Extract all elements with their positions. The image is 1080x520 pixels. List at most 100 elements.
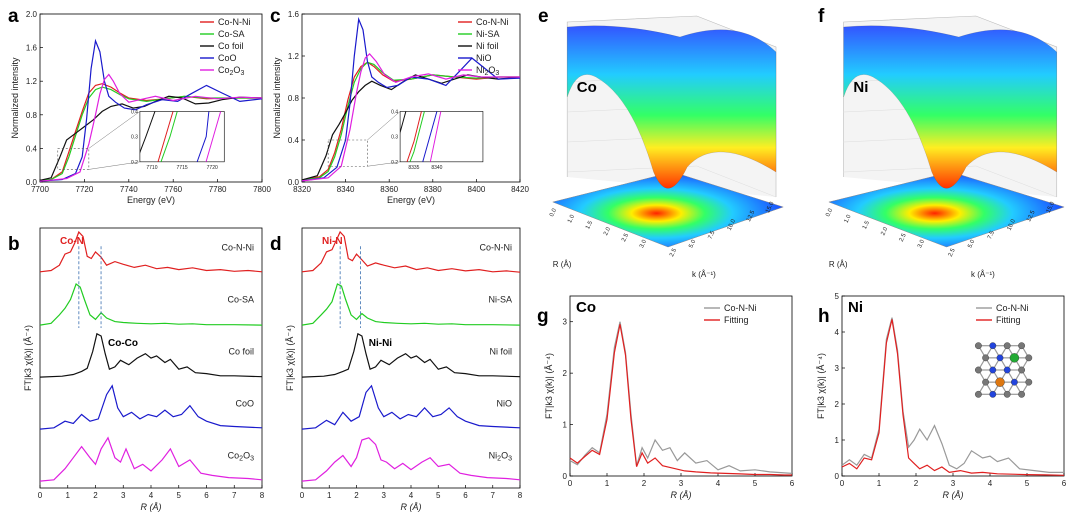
x-axis-label: Energy (eV) [127, 195, 175, 205]
y-tick-label: 0.0 [26, 178, 38, 187]
zoom-box [57, 148, 90, 170]
x-tick-label: 7720 [76, 185, 94, 194]
legend-label: Co2O3 [218, 65, 244, 77]
x-axis-label: Energy (eV) [387, 195, 435, 205]
panel-letter-a: a [8, 6, 19, 27]
x-tick-label: 8360 [380, 185, 398, 194]
x-tick-label: 7760 [164, 185, 182, 194]
series-line-CoO [39, 384, 263, 430]
plot-frame [841, 295, 1065, 477]
series-line-Co-SA [39, 283, 263, 326]
x-tick-label: 6 [790, 479, 795, 488]
k-tick-label: 5.0 [967, 238, 976, 249]
series-line-Ni2O3 [301, 53, 520, 182]
r-tick-label: 3.0 [917, 238, 926, 249]
legend-label: Co-N-Ni [218, 17, 251, 27]
series-line-Ni2O3 [301, 437, 521, 482]
x-tick-label: 5 [436, 491, 441, 500]
r-axis-label: R (Å) [829, 260, 848, 269]
y-tick-label: 3 [835, 364, 840, 373]
x-tick-label: 1 [327, 491, 332, 500]
x-axis-label: R (Å) [401, 502, 422, 512]
r-tick-label: 1.0 [567, 213, 576, 224]
k-tick-label: 2.5 [669, 247, 678, 258]
plot-frame [569, 295, 793, 477]
atom [1025, 378, 1033, 386]
atom [975, 342, 982, 350]
chart-a: 7700 7720 7740 7760 7780 7800 0.0 0.4 0.8 1.2 1.6 2… [10, 10, 271, 205]
chart-g: 0 1 2 3 4 5 6 0 1 2 3 R (Å) FT|k3 χ(k)| (Å⁻⁴) Co Co-N-… [544, 295, 795, 500]
x-tick-label: 6 [204, 491, 209, 500]
y-tick-label: 5 [835, 292, 840, 301]
legend-label: Co-N-Ni [476, 17, 509, 27]
r-tick-label: 1.5 [585, 220, 594, 231]
series-label: Ni2O3 [489, 451, 512, 463]
series-line-Co foil [39, 95, 263, 181]
series-line-Fitting [841, 319, 1065, 476]
atom [1025, 354, 1033, 362]
legend-label: Co-SA [218, 29, 245, 39]
zoom-connector [367, 111, 401, 141]
panel-letter-b: b [8, 234, 20, 255]
k-tick-label: 7.5 [987, 230, 996, 241]
peak-label: Ni-N [322, 236, 343, 247]
chart-c: 8320 8340 8360 8380 8400 8420 0.0 0.4 0.8 1.2 1.6 E… [272, 10, 529, 205]
inset-y-tick-label: 0.2 [391, 160, 398, 166]
y-tick-label: 1.6 [26, 44, 38, 53]
legend-label: Co-N-Ni [724, 303, 757, 313]
x-tick-label: 7700 [31, 185, 49, 194]
chart-f: Ni 0.0 1.0 1.5 2.0 2.5 3.0 2.5 5.0 7.5 10.0 12.5 15.… [825, 15, 1065, 279]
x-tick-label: 1 [605, 479, 610, 488]
inset-x-tick-label: 8335 [408, 165, 419, 171]
inset-series-line [157, 111, 174, 162]
series-line-Ni-SA [301, 61, 520, 181]
y-axis-label: Normalized intensity [10, 57, 20, 139]
x-tick-label: 5 [1025, 479, 1030, 488]
x-tick-label: 2 [914, 479, 919, 488]
panel-letter-h: h [818, 306, 830, 327]
legend-label: Co foil [218, 41, 244, 51]
x-tick-label: 8380 [424, 185, 442, 194]
k-tick-label: 10.0 [727, 218, 738, 232]
r-tick-label: 3.0 [639, 238, 648, 249]
x-tick-label: 1 [66, 491, 71, 500]
zoom-connector [88, 161, 140, 170]
r-tick-label: 0.0 [549, 207, 558, 218]
series-label: Ni-SA [488, 295, 512, 305]
y-tick-label: 0.4 [288, 136, 300, 145]
y-tick-label: 3 [563, 318, 568, 327]
grid-line [975, 165, 1057, 198]
x-tick-label: 6 [463, 491, 468, 500]
legend-label: Co-N-Ni [996, 303, 1029, 313]
x-tick-label: 5 [753, 479, 758, 488]
x-tick-label: 7 [491, 491, 496, 500]
k-tick-label: 5.0 [688, 238, 697, 249]
r-tick-label: 2.5 [899, 232, 908, 243]
x-tick-label: 4 [716, 479, 721, 488]
series-line-Ni-SA [301, 283, 521, 326]
r-tick-label: 2.0 [880, 226, 889, 237]
atom [1009, 353, 1020, 363]
x-tick-label: 8320 [293, 185, 311, 194]
atom [1018, 390, 1025, 398]
molecule-structure [975, 342, 1033, 398]
chart-e: Co 0.0 1.0 1.5 2.0 2.5 3.0 2.5 5.0 7.5 10.0 12.5 15.… [549, 15, 784, 279]
series-label: Co foil [228, 347, 254, 357]
peak-label: Co-Co [108, 338, 138, 349]
y-tick-label: 1.2 [288, 52, 300, 61]
x-tick-label: 8420 [511, 185, 529, 194]
r-axis-label: R (Å) [553, 260, 572, 269]
x-tick-label: 7740 [120, 185, 138, 194]
inset-y-tick-label: 0.3 [391, 135, 398, 141]
series-line-Fitting [569, 324, 792, 476]
inset-frame [139, 111, 225, 163]
y-tick-label: 0.8 [26, 111, 38, 120]
heatmap-floor [551, 171, 784, 248]
x-tick-label: 0 [568, 479, 573, 488]
zoom-connector [367, 161, 401, 167]
zoom-connector [88, 111, 141, 149]
peak-label: Co-N [60, 236, 84, 247]
legend-label: Ni-SA [476, 29, 500, 39]
y-tick-label: 1.6 [288, 10, 300, 19]
element-label: Co [576, 299, 596, 316]
